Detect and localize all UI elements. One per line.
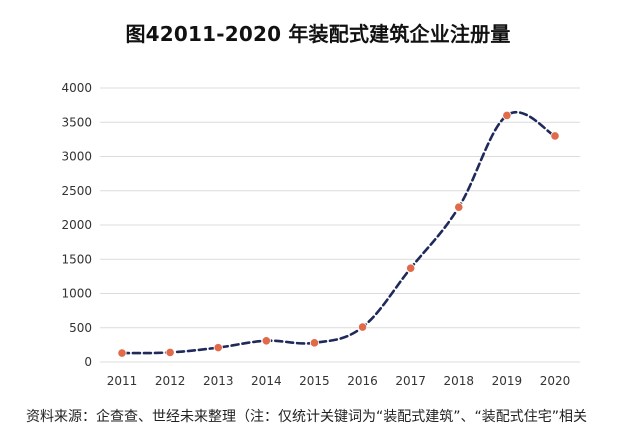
data-point — [213, 343, 223, 353]
x-tick-label: 2014 — [251, 374, 282, 388]
data-point — [502, 110, 512, 121]
x-tick-label: 2017 — [395, 374, 426, 388]
data-point — [309, 338, 320, 348]
x-tick-label: 2013 — [203, 374, 234, 388]
x-tick-label: 2011 — [107, 374, 138, 388]
data-point — [165, 347, 175, 358]
y-tick-label: 2000 — [61, 218, 92, 232]
y-axis-ticks: 0 500 1000 1500 2000 2500 3000 3500 4000 — [61, 81, 92, 369]
x-tick-label: 2016 — [347, 374, 378, 388]
y-tick-label: 2500 — [61, 184, 92, 198]
y-tick-label: 3500 — [61, 115, 92, 129]
chart-title: 图42011-2020 年装配式建筑企业注册量 — [125, 22, 511, 46]
y-tick-label: 1500 — [61, 252, 92, 266]
x-tick-label: 2020 — [540, 374, 571, 388]
series-line-path — [120, 111, 557, 355]
gridlines — [100, 87, 580, 363]
data-point — [261, 336, 271, 346]
source-note: 资料来源：企查查、世经未来整理（注：仅统计关键词为“装配式建筑”、“装配式住宅”… — [26, 409, 588, 425]
data-point — [406, 263, 416, 273]
data-point — [550, 131, 560, 141]
data-point — [454, 202, 464, 212]
y-tick-label: 3000 — [61, 150, 92, 164]
x-axis-ticks: 2011 2012 2013 2014 2015 2016 2017 2018 2019 2020 — [107, 374, 571, 388]
x-tick-label: 2019 — [492, 374, 523, 388]
y-tick-label: 4000 — [61, 81, 92, 95]
x-tick-label: 2012 — [155, 374, 186, 388]
y-tick-label: 1000 — [61, 287, 92, 301]
x-tick-label: 2018 — [444, 374, 475, 388]
series-points — [117, 110, 560, 358]
data-point — [117, 348, 127, 358]
data-point — [357, 322, 368, 332]
x-tick-label: 2015 — [299, 374, 330, 388]
y-tick-label: 500 — [69, 321, 92, 335]
series-line — [120, 111, 557, 355]
y-tick-label: 0 — [84, 355, 92, 369]
